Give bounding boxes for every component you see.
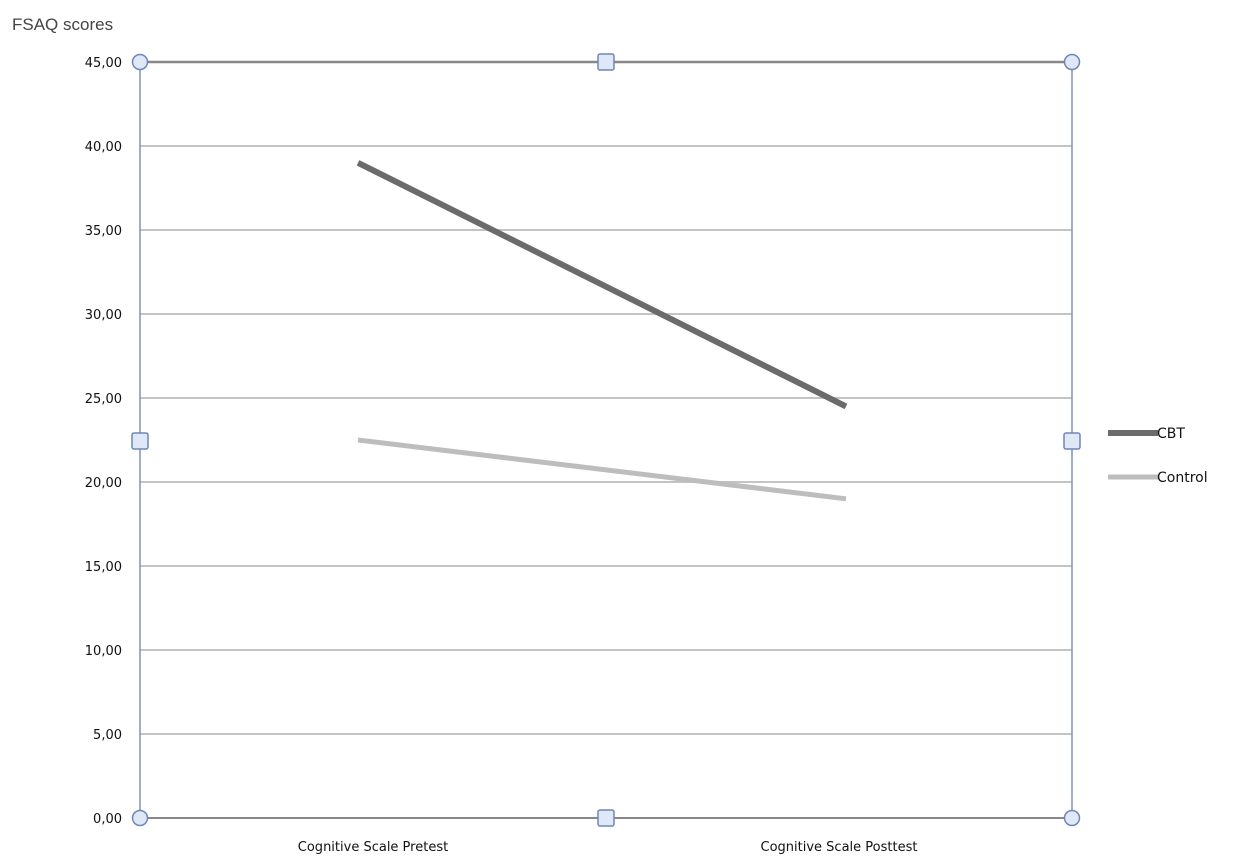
legend-label: Control — [1157, 470, 1208, 486]
selection-handles[interactable] — [131, 53, 1081, 827]
resize-handle[interactable] — [131, 809, 149, 827]
series-line-control — [357, 437, 847, 502]
resize-handle[interactable] — [1063, 809, 1081, 827]
legend-label: CBT — [1157, 426, 1185, 442]
x-tick-label: Cognitive Scale Posttest — [761, 840, 918, 855]
x-axis-ticks: Cognitive Scale Pretest Cognitive Scale P… — [298, 840, 918, 855]
y-tick-label: 0,00 — [93, 812, 122, 827]
y-tick-label: 45,00 — [85, 56, 122, 71]
y-tick-label: 5,00 — [93, 728, 122, 743]
chart-frame — [139, 60, 1073, 819]
resize-handle[interactable] — [1063, 432, 1081, 450]
x-tick-label: Cognitive Scale Pretest — [298, 840, 448, 855]
series-lines — [356, 160, 848, 502]
y-tick-label: 30,00 — [85, 308, 122, 323]
resize-handle[interactable] — [597, 53, 615, 71]
resize-handle[interactable] — [597, 809, 615, 827]
y-tick-label: 10,00 — [85, 644, 122, 659]
y-tick-label: 15,00 — [85, 560, 122, 575]
resize-handle[interactable] — [131, 432, 149, 450]
resize-handle[interactable] — [1063, 53, 1081, 71]
y-tick-label: 40,00 — [85, 140, 122, 155]
y-axis-ticks: 0,00 5,00 10,00 15,00 20,00 25,00 30,00 35,00 40… — [85, 56, 122, 827]
y-tick-label: 25,00 — [85, 392, 122, 407]
y-tick-label: 35,00 — [85, 224, 122, 239]
y-axis-title: FSAQ scores — [12, 15, 113, 34]
resize-handle[interactable] — [131, 53, 149, 71]
y-tick-label: 20,00 — [85, 476, 122, 491]
series-line-cbt — [356, 160, 848, 410]
gridlines — [140, 145, 1072, 735]
legend: CBT Control — [1108, 426, 1208, 486]
